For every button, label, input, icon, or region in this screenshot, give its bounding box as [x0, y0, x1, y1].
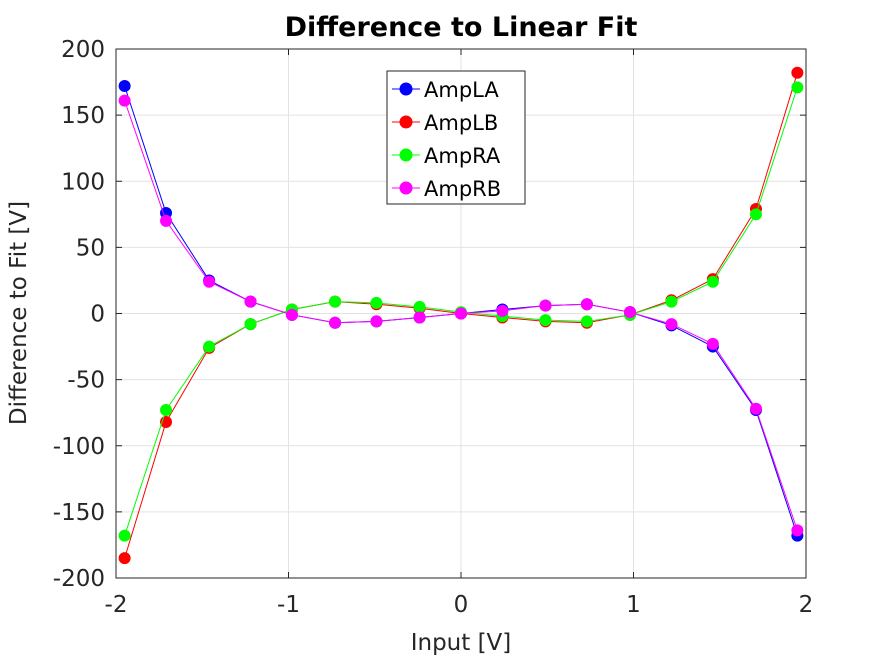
data-point	[244, 318, 257, 331]
y-axis-label: Difference to Fit [V]	[6, 201, 32, 425]
legend-label: AmpLA	[424, 78, 499, 102]
y-tick-label: -200	[53, 566, 105, 592]
x-tick-label: -1	[277, 592, 300, 618]
data-point	[706, 275, 719, 288]
data-point	[580, 315, 593, 328]
data-point	[413, 300, 426, 313]
chart-title: Difference to Linear Fit	[285, 12, 638, 43]
data-point	[539, 299, 552, 312]
y-tick-label: 0	[90, 302, 105, 328]
data-point	[749, 402, 762, 415]
data-point	[580, 298, 593, 311]
data-point	[496, 304, 509, 317]
x-tick-label: 1	[626, 592, 641, 618]
data-point	[665, 295, 678, 308]
data-point	[706, 337, 719, 350]
data-point	[244, 295, 257, 308]
data-point	[791, 81, 804, 94]
y-tick-label: -150	[53, 500, 105, 526]
legend-item: AmpLB	[392, 111, 498, 135]
data-point	[118, 94, 131, 107]
legend-marker	[399, 148, 413, 162]
ticks: -2 -1 0 1 2 -200 -150 -100 -50 0 50 100 150 200	[53, 37, 814, 618]
series-AmpRB	[118, 94, 804, 537]
legend-marker	[399, 181, 413, 195]
legend-label: AmpLB	[424, 111, 498, 135]
data-point	[791, 524, 804, 537]
legend-item: AmpLA	[392, 78, 499, 102]
y-tick-label: 200	[61, 37, 105, 63]
data-point	[791, 66, 804, 79]
data-point	[285, 308, 298, 321]
data-point	[118, 80, 131, 93]
series-layer	[118, 66, 804, 565]
y-tick-label: 150	[61, 103, 105, 129]
legend-marker	[399, 82, 413, 96]
data-point	[329, 295, 342, 308]
data-point	[370, 296, 383, 309]
data-point	[203, 340, 216, 353]
data-point	[203, 275, 216, 288]
data-point	[624, 306, 637, 319]
legend: AmpLA AmpLB AmpRA AmpRB	[386, 70, 526, 205]
data-point	[329, 316, 342, 329]
x-axis-label: Input [V]	[411, 630, 512, 656]
legend-item: AmpRA	[392, 144, 501, 168]
data-point	[455, 307, 467, 320]
data-point	[665, 318, 678, 331]
legend-label: AmpRB	[424, 177, 501, 201]
x-tick-label: -2	[105, 592, 128, 618]
y-tick-label: 50	[76, 235, 105, 261]
y-tick-label: -50	[67, 368, 105, 394]
x-tick-label: 0	[454, 592, 469, 618]
y-tick-label: 100	[61, 169, 105, 195]
y-tick-label: -100	[53, 434, 105, 460]
data-point	[118, 552, 131, 565]
legend-item: AmpRB	[392, 177, 501, 201]
data-point	[160, 404, 173, 417]
data-point	[539, 314, 552, 327]
x-tick-label: 2	[799, 592, 814, 618]
legend-label: AmpRA	[424, 144, 501, 168]
data-point	[118, 529, 131, 542]
data-point	[413, 311, 426, 324]
data-point	[749, 208, 762, 221]
legend-marker	[399, 115, 413, 129]
data-point	[370, 315, 383, 328]
data-point	[160, 214, 173, 227]
